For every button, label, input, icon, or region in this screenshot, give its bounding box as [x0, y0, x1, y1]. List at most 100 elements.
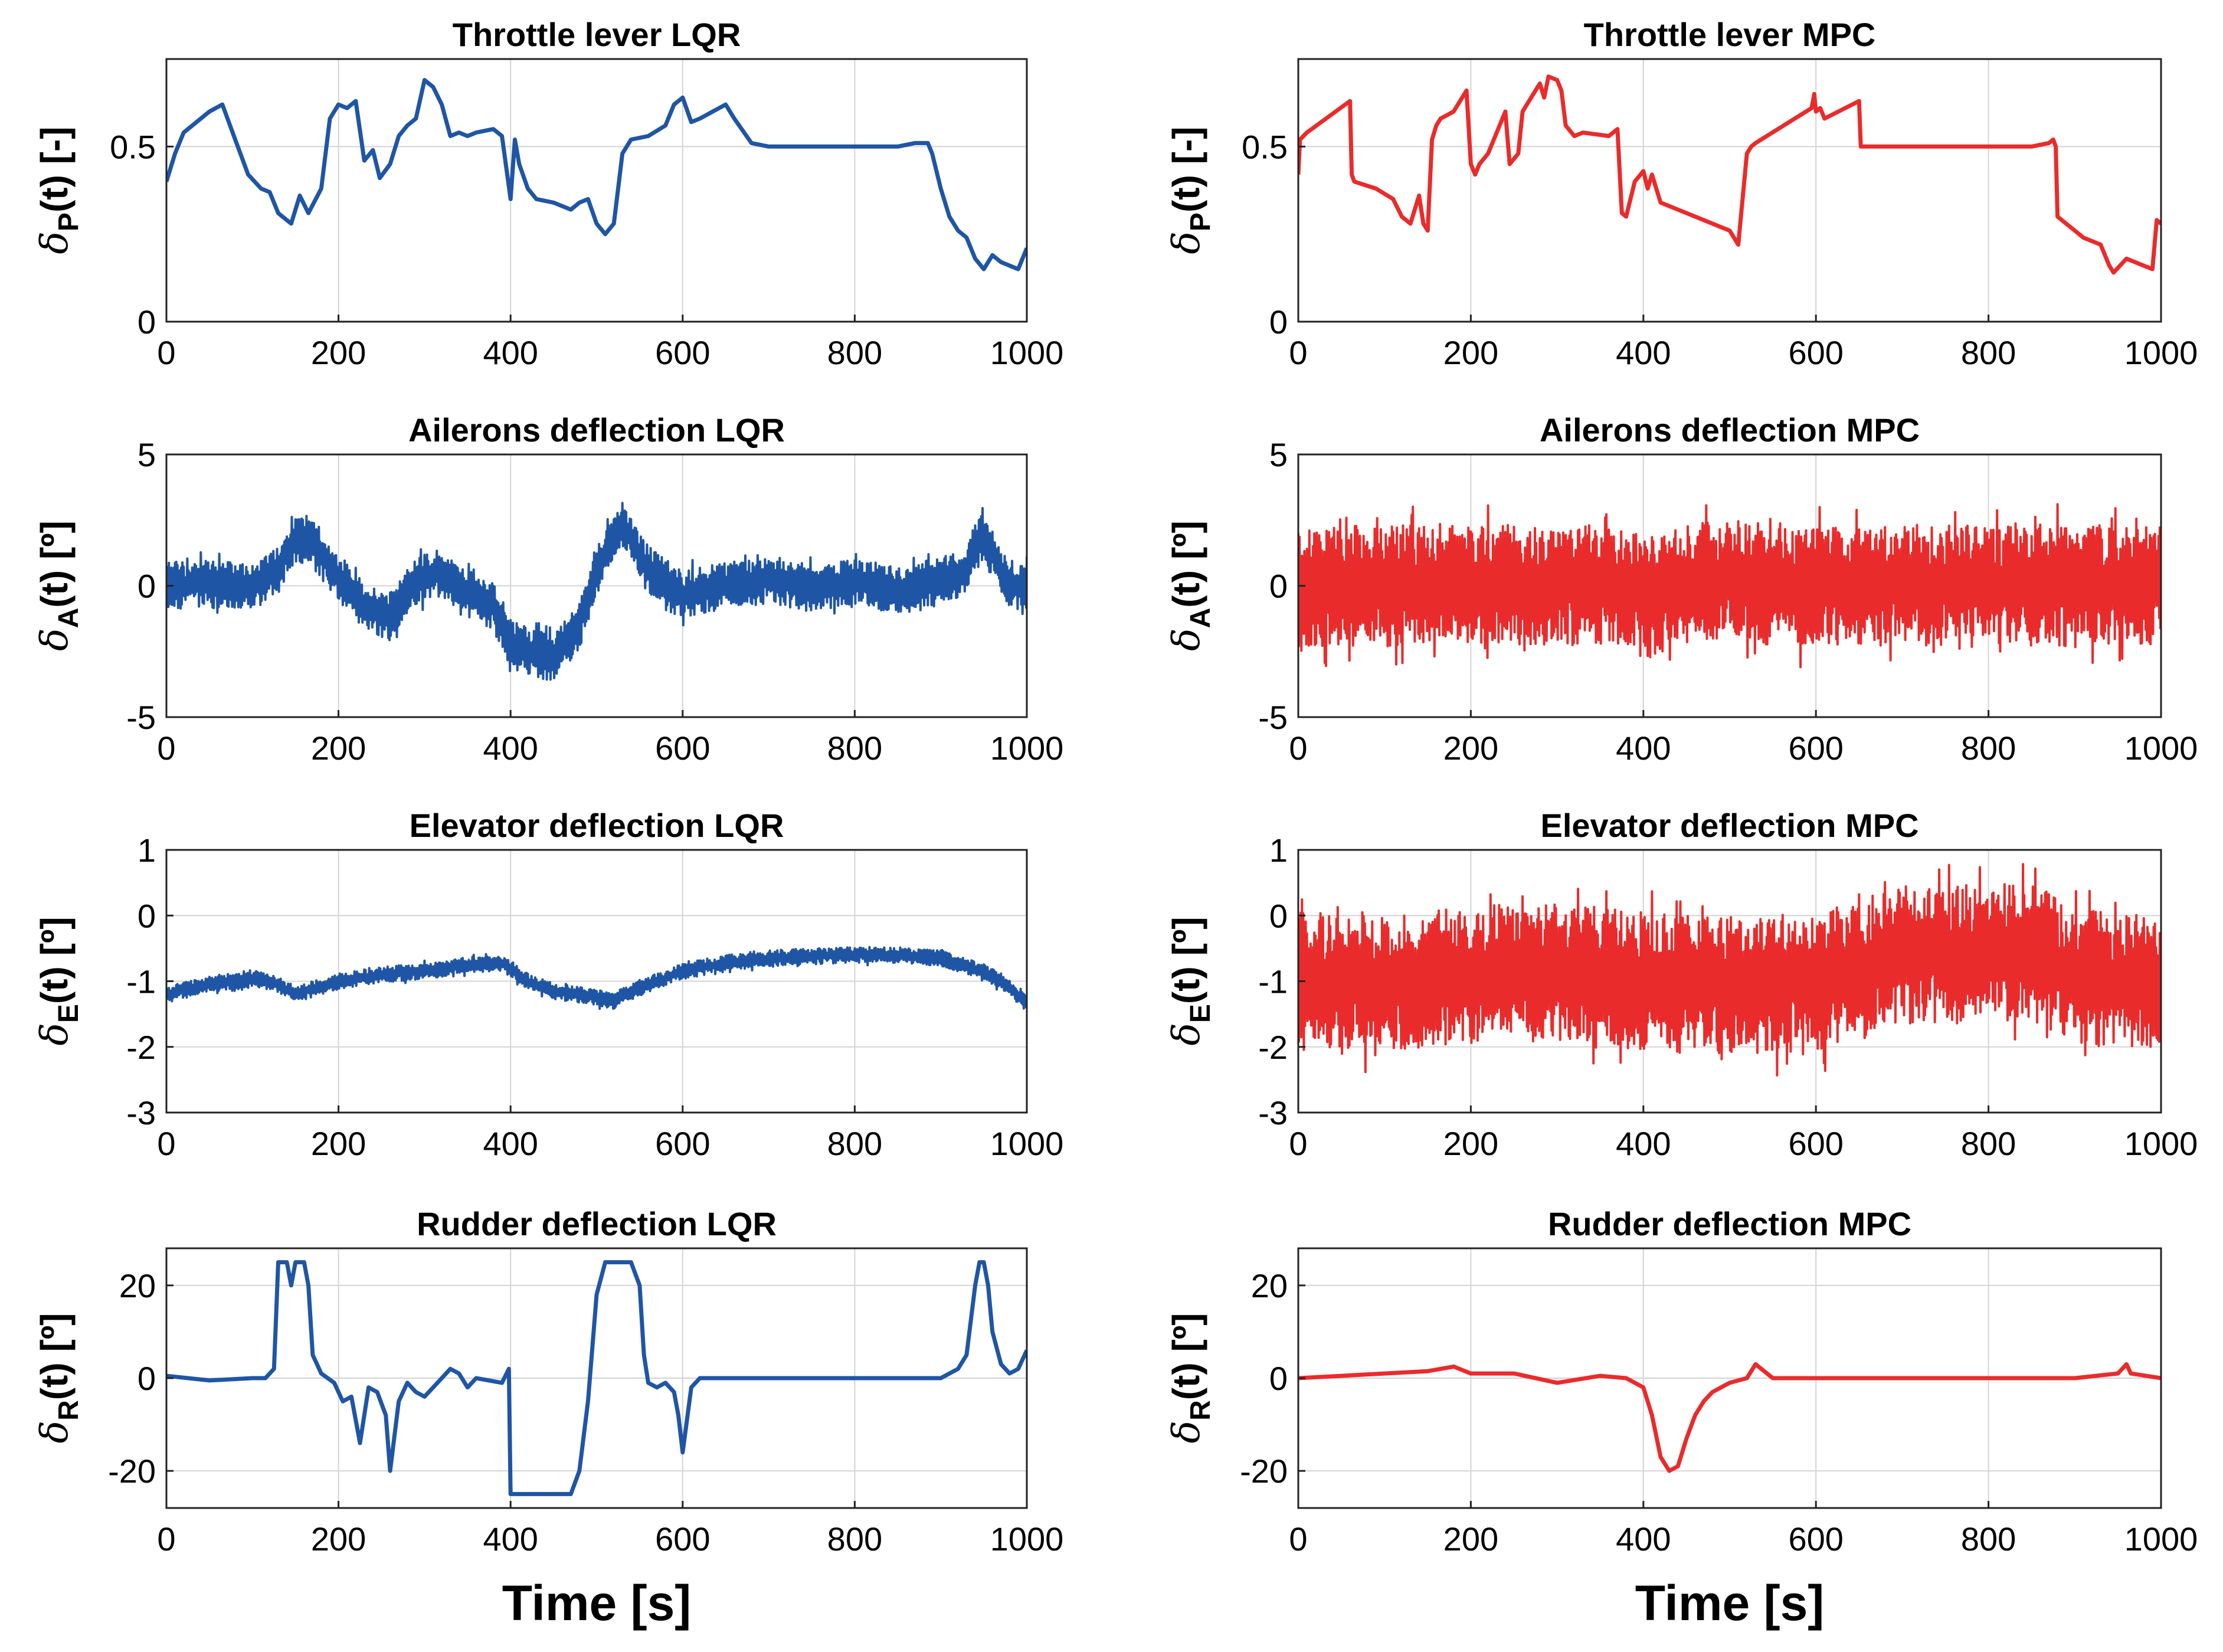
x-tick-label: 1000 — [2124, 1125, 2198, 1162]
x-tick-label: 600 — [1788, 334, 1843, 371]
y-axis-label-symbol: δ — [1165, 231, 1209, 254]
y-axis-label-symbol: δ — [33, 231, 77, 254]
x-tick-label: 400 — [483, 334, 538, 371]
y-axis-label: δP(t) [-] — [1165, 126, 1216, 254]
y-axis-label-text: (t) [º] — [1165, 917, 1207, 1004]
y-tick-label: 0 — [1269, 1360, 1288, 1397]
axes-frame — [165, 58, 1028, 323]
chart-title: Elevator deflection LQR — [410, 807, 784, 844]
x-tick-label: 800 — [1961, 1125, 2016, 1162]
subplot-e-mpc: 0 200 400 600 800 1000 -3 -2 -1 0 1 Elevator deflec… — [1165, 807, 2198, 1162]
y-axis-label-text: (t) [-] — [33, 126, 76, 212]
y-axis-label-text: (t) [º] — [33, 917, 76, 1004]
y-axis-label-subscript: R — [53, 1400, 84, 1421]
y-tick-label: 0 — [137, 1360, 156, 1397]
x-tick-label: 600 — [1788, 1520, 1843, 1558]
y-tick-label: 5 — [1269, 436, 1288, 473]
y-axis-label-subscript: A — [53, 608, 84, 629]
y-axis-label-symbol: δ — [1165, 1023, 1209, 1046]
y-tick-label: 0 — [137, 897, 156, 934]
y-axis-label: δE(t) [º] — [33, 917, 84, 1045]
y-axis-label-symbol: δ — [1165, 628, 1209, 651]
y-axis-label-symbol: δ — [33, 1023, 77, 1046]
series-line-mpc — [1298, 1362, 2161, 1473]
y-axis-label: δA(t) [º] — [33, 521, 84, 651]
series-line-mpc — [1298, 74, 2161, 275]
y-tick-label: -3 — [126, 1094, 156, 1131]
x-tick-label: 400 — [1616, 1125, 1671, 1162]
x-tick-label: 1000 — [2124, 730, 2198, 767]
y-axis-label-subscript: E — [53, 1004, 84, 1023]
x-tick-label: 200 — [1443, 730, 1498, 767]
y-tick-label: -1 — [1258, 963, 1288, 1000]
y-axis-label-symbol: δ — [33, 628, 77, 651]
subplot-e-lqr: 0 200 400 600 800 1000 -3 -2 -1 0 1 Elevator deflec… — [33, 807, 1063, 1162]
x-tick-label: 200 — [311, 730, 366, 767]
chart-title: Throttle lever MPC — [1584, 16, 1876, 53]
y-axis-label: δA(t) [º] — [1165, 521, 1216, 651]
y-axis-label: δR(t) [º] — [1165, 1313, 1216, 1444]
y-tick-label: 0 — [1269, 303, 1288, 341]
x-tick-label: 0 — [1289, 730, 1307, 767]
y-axis-label: δE(t) [º] — [1165, 917, 1216, 1045]
subplot-p-lqr: 0 200 400 600 800 1000 0 0.5 Throttle lever LQR δ… — [33, 16, 1063, 371]
y-axis-label-symbol: δ — [33, 1421, 77, 1444]
y-tick-label: -5 — [126, 699, 156, 736]
x-tick-label: 0 — [157, 730, 175, 767]
y-tick-label: 0.5 — [1242, 128, 1288, 165]
x-tick-label: 1000 — [990, 1125, 1064, 1162]
chart-title: Ailerons deflection MPC — [1540, 411, 1920, 449]
y-axis-label-subscript: P — [53, 212, 84, 231]
series-line-lqr — [166, 502, 1027, 681]
x-tick-label: 800 — [827, 334, 882, 371]
y-axis-label: δP(t) [-] — [33, 126, 84, 254]
y-axis-label-subscript: P — [1185, 212, 1216, 231]
y-tick-label: -2 — [1258, 1029, 1288, 1066]
y-tick-label: 20 — [1251, 1267, 1288, 1304]
x-tick-label: 800 — [1961, 334, 2016, 371]
x-tick-label: 600 — [655, 1520, 710, 1558]
x-tick-label: 400 — [1616, 730, 1671, 767]
x-tick-label: 200 — [1443, 1520, 1498, 1558]
x-tick-label: 600 — [655, 334, 710, 371]
y-tick-label: -20 — [1240, 1453, 1288, 1490]
y-axis-label-subscript: R — [1185, 1400, 1216, 1421]
series-line-mpc — [1298, 863, 2161, 1077]
y-axis-label-text: (t) [º] — [1165, 521, 1207, 608]
y-axis-label-text: (t) [º] — [1165, 1313, 1207, 1401]
y-tick-label: 1 — [137, 832, 156, 869]
y-tick-label: -1 — [126, 963, 156, 1000]
chart-title: Rudder deflection MPC — [1548, 1205, 1911, 1242]
x-tick-label: 400 — [1616, 1520, 1671, 1558]
x-tick-label: 600 — [655, 730, 710, 767]
y-tick-label: -2 — [126, 1029, 156, 1066]
y-axis-label-subscript: A — [1185, 608, 1216, 629]
axes-frame — [1297, 58, 2162, 323]
chart-title: Ailerons deflection LQR — [408, 411, 785, 449]
x-tick-label: 400 — [483, 730, 538, 767]
x-tick-label: 1000 — [990, 334, 1064, 371]
series-line-lqr — [166, 78, 1027, 271]
x-tick-label: 800 — [1961, 730, 2016, 767]
x-tick-label: 800 — [1961, 1520, 2016, 1558]
y-tick-label: 20 — [119, 1267, 156, 1304]
y-axis-label-text: (t) [º] — [33, 1313, 76, 1401]
y-axis-label-subscript: E — [1185, 1004, 1216, 1023]
x-tick-label: 600 — [1788, 730, 1843, 767]
x-tick-label: 1000 — [2124, 334, 2198, 371]
y-tick-label: 0.5 — [110, 128, 156, 165]
x-tick-label: 400 — [483, 1125, 538, 1162]
x-tick-label: 200 — [1443, 334, 1498, 371]
y-tick-label: 1 — [1269, 832, 1288, 869]
x-tick-label: 600 — [1788, 1125, 1843, 1162]
plot-area — [1298, 59, 2161, 322]
x-tick-label: 800 — [827, 1125, 882, 1162]
x-axis-label: Time [s] — [1635, 1575, 1825, 1631]
y-tick-label: 0 — [137, 568, 156, 605]
plot-area — [166, 59, 1027, 322]
subplot-p-mpc: 0 200 400 600 800 1000 0 0.5 Throttle lever MPC δ… — [1165, 16, 2198, 371]
chart-title: Rudder deflection LQR — [417, 1205, 777, 1242]
